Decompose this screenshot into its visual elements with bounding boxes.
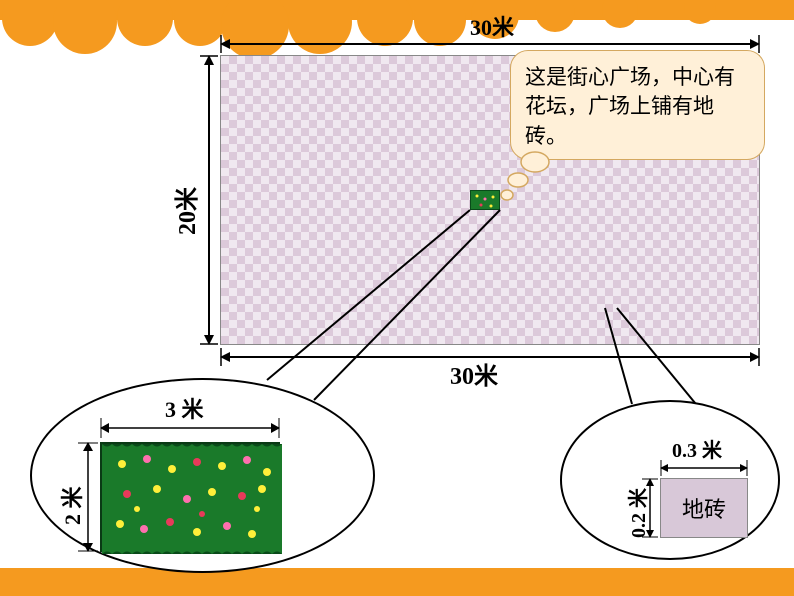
thought-text: 这是街心广场，中心有花坛，广场上铺有地砖。: [525, 65, 735, 148]
tile-height-label: 0.2 米: [622, 488, 651, 538]
thought-bubble-tails: [500, 150, 550, 205]
tile-width-label: 0.3 米: [672, 434, 722, 463]
flowerbed-width-label: 3 米: [165, 392, 204, 424]
plaza-width-label-top: 30米: [470, 10, 514, 42]
flowerbed-detail: [100, 442, 280, 552]
tile-detail: 地砖: [660, 478, 748, 538]
plaza-height-label: 20米: [167, 187, 202, 235]
plaza-height-arrow: [200, 55, 218, 345]
flowerbed-marker: [470, 190, 500, 210]
bottom-bar-decor: [0, 568, 794, 596]
tile-label: 地砖: [682, 492, 726, 524]
plaza-width-label-bottom: 30米: [450, 356, 498, 391]
thought-bubble: 这是街心广场，中心有花坛，广场上铺有地砖。: [510, 50, 765, 160]
flowerbed-height-label: 2 米: [55, 486, 87, 525]
